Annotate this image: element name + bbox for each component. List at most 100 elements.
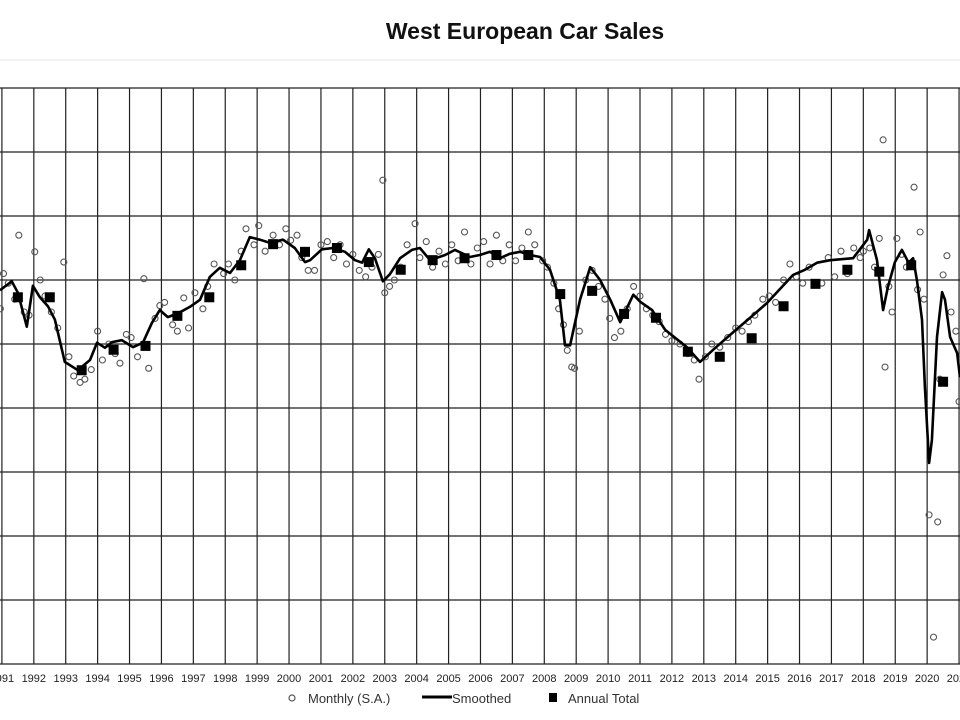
monthly-point: [539, 257, 547, 265]
annual-total-point: [395, 264, 406, 275]
annual-total-point: [204, 292, 215, 303]
monthly-point: [60, 258, 68, 266]
monthly-point: [0, 270, 8, 278]
monthly-point: [617, 327, 625, 335]
annual-total-point: [12, 292, 23, 303]
x-tick-label: 2006: [468, 673, 492, 685]
x-tick-label: 1996: [149, 673, 173, 685]
monthly-point: [955, 398, 960, 406]
monthly-point: [943, 252, 951, 260]
monthly-point: [668, 337, 676, 345]
monthly-point: [759, 295, 767, 303]
annual-total-point: [587, 285, 598, 296]
smoothed-series: [0, 228, 960, 465]
monthly-point: [772, 298, 780, 306]
monthly-point: [342, 260, 351, 268]
x-tick-label: 2020: [915, 673, 939, 685]
monthly-point: [630, 282, 638, 290]
monthly-point: [161, 298, 169, 306]
annual-total-point: [619, 308, 630, 319]
monthly-point: [805, 263, 813, 271]
annual-total-point: [523, 250, 534, 261]
x-tick-label: 2019: [883, 673, 907, 685]
annual-total-point: [331, 243, 342, 253]
x-tick-label: 1998: [213, 673, 237, 685]
monthly-point: [362, 273, 370, 281]
x-tick-label: 2016: [787, 673, 811, 685]
monthly-point: [87, 366, 95, 374]
monthly-point: [282, 225, 290, 233]
x-tick-label: 2001: [309, 673, 333, 685]
monthly-point: [606, 314, 614, 322]
monthly-point: [837, 247, 845, 255]
annual-total-point: [714, 351, 725, 362]
monthly-point: [893, 234, 901, 242]
x-tick-label: 2008: [532, 673, 556, 685]
monthly-point: [708, 340, 716, 348]
monthly-point: [70, 372, 78, 380]
monthly-point: [531, 241, 539, 249]
monthly-point: [210, 260, 218, 268]
x-tick-label: 2011: [628, 673, 652, 685]
monthly-point: [460, 228, 469, 236]
annual-total-point: [140, 340, 151, 351]
x-tick-label: 2017: [819, 673, 843, 685]
x-tick-label: 2009: [564, 673, 588, 685]
monthly-point: [799, 279, 807, 287]
x-tick-label: 2021: [947, 673, 960, 685]
monthly-point: [724, 334, 732, 342]
monthly-point: [156, 302, 164, 310]
legend-monthly-label: Monthly (S.A.): [308, 691, 390, 706]
monthly-point: [185, 324, 193, 332]
annual-total-point: [842, 264, 853, 275]
x-tick-label: 2010: [596, 673, 620, 685]
annual-total-point: [682, 346, 693, 357]
monthly-point: [422, 238, 430, 246]
monthly-point: [231, 276, 239, 284]
annual-total-point: [778, 301, 789, 312]
monthly-point: [512, 257, 520, 265]
monthly-point: [173, 327, 181, 335]
monthly-point: [786, 260, 794, 268]
monthly-point: [199, 305, 207, 313]
annual-total-point: [363, 257, 374, 268]
x-tick-label: 2018: [851, 673, 875, 685]
x-tick-label: 1995: [117, 673, 141, 685]
annual-total-point: [555, 289, 566, 300]
annual-total-point: [268, 239, 279, 250]
monthly-point: [571, 364, 579, 372]
x-tick-label: 2000: [277, 673, 301, 685]
x-tick-label: 2014: [723, 673, 747, 685]
annual-total-point: [810, 278, 821, 289]
monthly-point: [563, 346, 571, 354]
monthly-point: [879, 136, 887, 144]
monthly-point: [261, 247, 269, 255]
monthly-point: [145, 364, 153, 372]
monthly-point: [180, 294, 188, 302]
monthly-point: [36, 276, 44, 284]
monthly-point: [0, 305, 4, 313]
monthly-point: [601, 295, 609, 303]
x-tick-label: 2015: [755, 673, 779, 685]
monthly-point: [116, 359, 124, 367]
monthly-point: [910, 183, 918, 191]
legend: Monthly (S.A.) Smoothed Annual Total: [288, 691, 639, 706]
x-tick-label: 1994: [85, 673, 109, 685]
monthly-point: [947, 308, 955, 316]
monthly-point: [435, 247, 443, 255]
monthly-point: [127, 334, 135, 342]
monthly-point: [242, 225, 250, 233]
monthly-point: [15, 231, 23, 239]
monthly-point: [543, 263, 552, 271]
monthly-point: [925, 511, 933, 519]
monthly-point: [65, 353, 73, 361]
x-tick-label: 2007: [500, 673, 524, 685]
annual-total-point: [906, 260, 917, 271]
monthly-point: [390, 276, 398, 284]
monthly-point: [269, 231, 277, 239]
monthly-point: [875, 234, 883, 242]
monthly-point: [317, 241, 325, 249]
monthly-point: [374, 250, 382, 258]
gridlines: [0, 87, 960, 665]
monthly-point: [81, 375, 89, 383]
